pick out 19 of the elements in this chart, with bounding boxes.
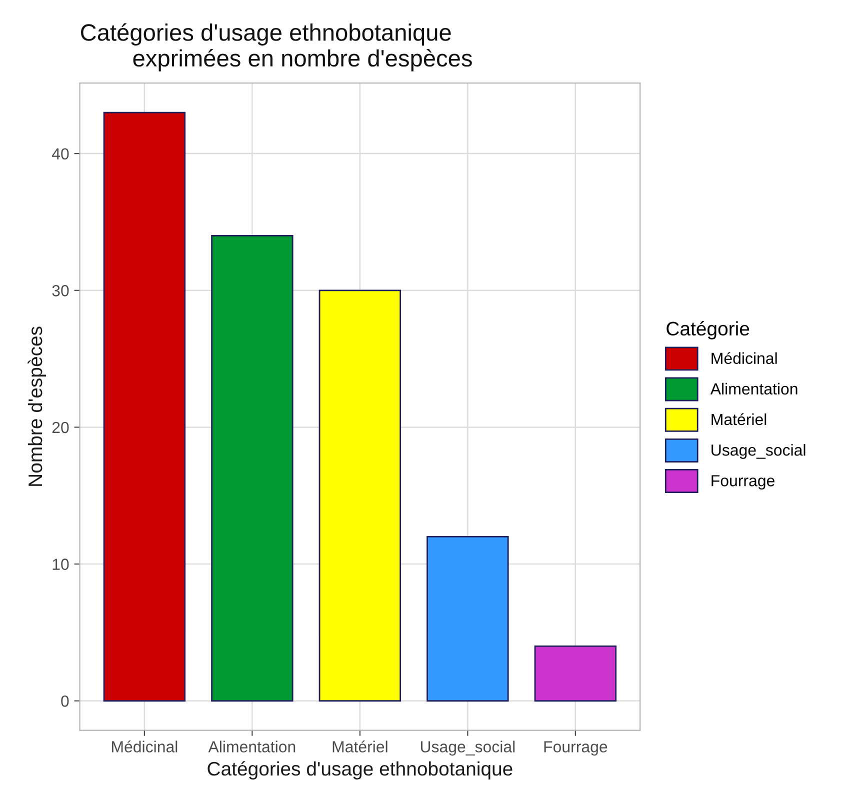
x-tick-label: Médicinal — [112, 740, 178, 752]
y-tick-label: 20 — [52, 422, 69, 434]
x-tick-label: Usage_social — [420, 740, 515, 756]
legend-label: Usage_social — [712, 444, 806, 459]
legend-label: Fourrage — [712, 475, 774, 490]
x-axis-title: Catégories d'usage ethnobotanique — [208, 761, 512, 780]
y-tick-label: 10 — [52, 558, 69, 570]
y-tick-label: 30 — [52, 285, 69, 296]
chart-title: Catégories d'usage ethnobotanique exprimées en nombre d'espèces — [80, 23, 472, 72]
x-tick-label: Fourrage — [544, 741, 608, 756]
x-tick-label: Alimentation — [208, 740, 296, 752]
legend-label: Médicinal — [712, 352, 777, 364]
y-tick-label: 0 — [61, 696, 69, 707]
legend-title: Catégorie — [666, 321, 750, 340]
y-tick-label: 40 — [52, 148, 69, 160]
x-tick-label: Matériel — [332, 740, 388, 752]
legend-label: Matériel — [712, 413, 766, 426]
y-axis-title: Nombre d'espèces — [28, 326, 46, 486]
legend-label: Alimentation — [710, 382, 798, 395]
